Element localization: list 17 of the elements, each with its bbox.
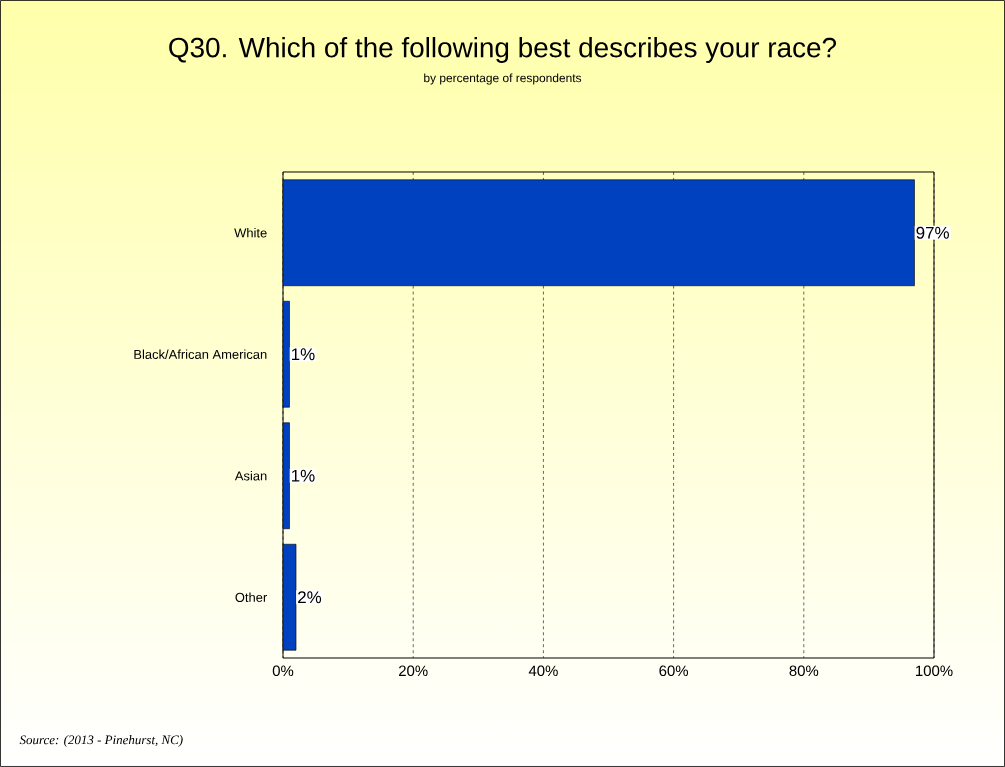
x-tick-label: 100%: [916, 665, 953, 677]
x-tick-label: 20%: [399, 665, 428, 677]
chart-subtitle: by percentage of respondents: [424, 73, 582, 85]
y-tick-label: Asian: [234, 470, 267, 481]
text: Source: (2013 - Pinehurst, NC): [19, 735, 183, 747]
y-tick-label: Black/African American: [134, 349, 267, 359]
data-label: 1%: [292, 348, 315, 361]
x-tick-label: 60%: [659, 665, 689, 677]
x-tick-label: 40%: [528, 665, 558, 677]
x-tick-label: 80%: [789, 665, 819, 677]
x-tick-label: 0%: [272, 665, 294, 677]
chart-title: Q30. Which of the following best describes your race?: [169, 37, 837, 63]
data-label: 97%: [916, 226, 949, 239]
y-tick-label: White: [234, 227, 267, 238]
data-label: 2%: [298, 591, 322, 604]
y-tick-label: Other: [235, 592, 268, 602]
data-label: 1%: [292, 469, 315, 482]
